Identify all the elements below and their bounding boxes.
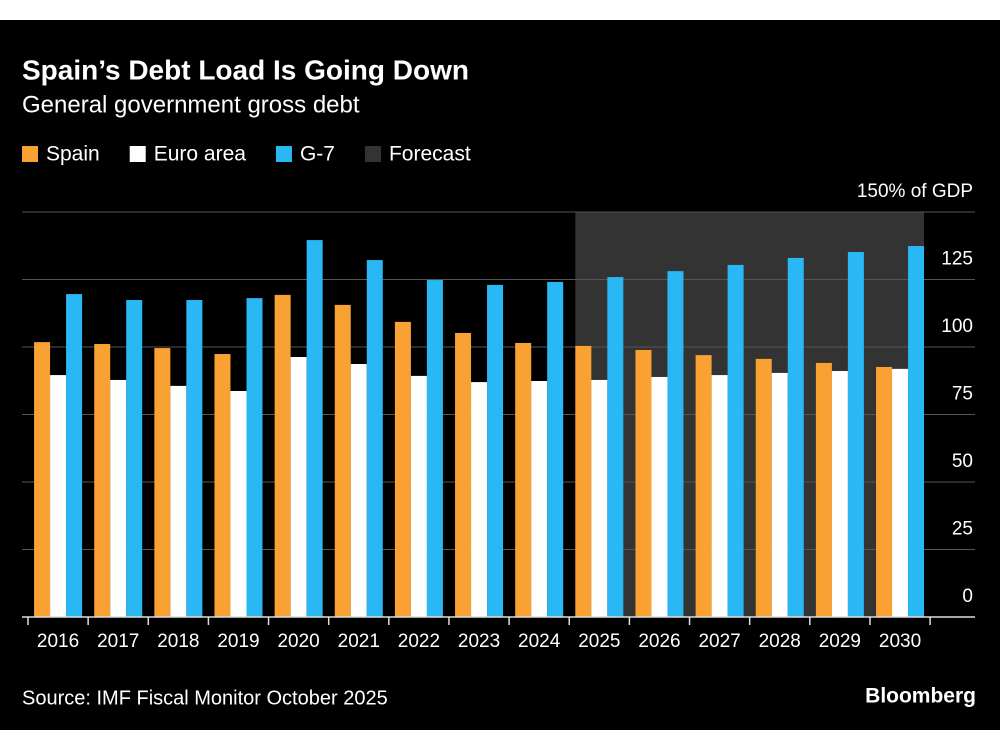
bar bbox=[771, 372, 788, 617]
legend-swatch bbox=[22, 146, 38, 162]
bar bbox=[214, 354, 231, 617]
bar bbox=[350, 364, 367, 617]
bar bbox=[815, 362, 832, 617]
bar bbox=[575, 345, 592, 617]
bar bbox=[607, 277, 624, 617]
legend-label: Forecast bbox=[389, 143, 471, 166]
y-tick-label: 75 bbox=[952, 384, 973, 405]
bar bbox=[892, 368, 909, 617]
bar bbox=[394, 321, 411, 617]
chart-title: Spain’s Debt Load Is Going Down bbox=[22, 54, 469, 85]
brand: Bloomberg bbox=[865, 685, 976, 708]
bar bbox=[94, 344, 111, 617]
bar bbox=[334, 304, 351, 617]
bar bbox=[246, 298, 263, 617]
y-tick-label: 25 bbox=[952, 519, 973, 540]
x-tick-label: 2019 bbox=[217, 631, 259, 652]
bar bbox=[547, 281, 564, 617]
x-tick-label: 2029 bbox=[819, 631, 861, 652]
chart-subtitle: General government gross debt bbox=[22, 91, 360, 118]
y-tick-label: 100 bbox=[941, 316, 973, 337]
x-tick-label: 2018 bbox=[157, 631, 199, 652]
bar bbox=[847, 251, 864, 617]
bar bbox=[170, 385, 187, 617]
bar bbox=[274, 294, 291, 617]
bar bbox=[635, 349, 652, 617]
legend-swatch bbox=[364, 146, 381, 162]
legend-label: Spain bbox=[46, 143, 100, 166]
bar bbox=[591, 379, 608, 617]
x-tick-label: 2020 bbox=[277, 631, 319, 652]
bar bbox=[471, 382, 488, 617]
x-tick-label: 2023 bbox=[458, 631, 500, 652]
bar bbox=[455, 332, 472, 617]
bar bbox=[154, 348, 171, 617]
bar bbox=[711, 375, 728, 617]
x-tick-label: 2017 bbox=[97, 631, 139, 652]
x-tick-label: 2025 bbox=[578, 631, 620, 652]
bar bbox=[230, 391, 247, 617]
bar bbox=[667, 271, 684, 617]
bar bbox=[290, 356, 307, 617]
legend-label: Euro area bbox=[154, 143, 247, 166]
y-tick-label: 0 bbox=[962, 586, 973, 607]
bar bbox=[66, 294, 83, 617]
legend: Spain Euro area G-7 Forecast bbox=[22, 143, 471, 166]
bar bbox=[410, 375, 427, 617]
bar bbox=[110, 379, 127, 617]
bar bbox=[515, 342, 532, 617]
x-tick-label: 2026 bbox=[638, 631, 680, 652]
x-tick-label: 2024 bbox=[518, 631, 561, 652]
bar bbox=[306, 240, 323, 617]
bar bbox=[126, 300, 143, 617]
x-tick-label: 2030 bbox=[879, 631, 921, 652]
bar bbox=[876, 366, 893, 617]
x-tick-label: 2027 bbox=[698, 631, 740, 652]
bar bbox=[755, 358, 772, 617]
y-tick-label: 150% of GDP bbox=[857, 181, 973, 202]
x-tick-label: 2016 bbox=[37, 631, 79, 652]
plot-area: 0 25 50 75 100 125 150% of GDP 2016 2017 2018 2019… bbox=[22, 181, 975, 652]
source: Source: IMF Fiscal Monitor October 2025 bbox=[22, 687, 388, 709]
bar bbox=[426, 280, 443, 617]
bar bbox=[487, 284, 504, 617]
bar bbox=[651, 376, 668, 617]
bar bbox=[787, 257, 804, 617]
legend-swatch bbox=[129, 146, 146, 162]
bar bbox=[186, 300, 203, 617]
bar bbox=[831, 371, 848, 617]
bar bbox=[34, 342, 51, 617]
bar bbox=[366, 260, 383, 617]
bar bbox=[908, 246, 925, 617]
y-tick-label: 125 bbox=[941, 249, 973, 270]
bar bbox=[695, 355, 712, 617]
legend-label: G-7 bbox=[300, 143, 335, 166]
x-tick-label: 2028 bbox=[759, 631, 801, 652]
legend-swatch bbox=[275, 146, 292, 162]
x-tick-label: 2021 bbox=[338, 631, 380, 652]
bar bbox=[531, 381, 548, 617]
bar bbox=[50, 375, 67, 617]
bar bbox=[727, 264, 744, 617]
x-tick-label: 2022 bbox=[398, 631, 440, 652]
y-tick-label: 50 bbox=[952, 451, 973, 472]
